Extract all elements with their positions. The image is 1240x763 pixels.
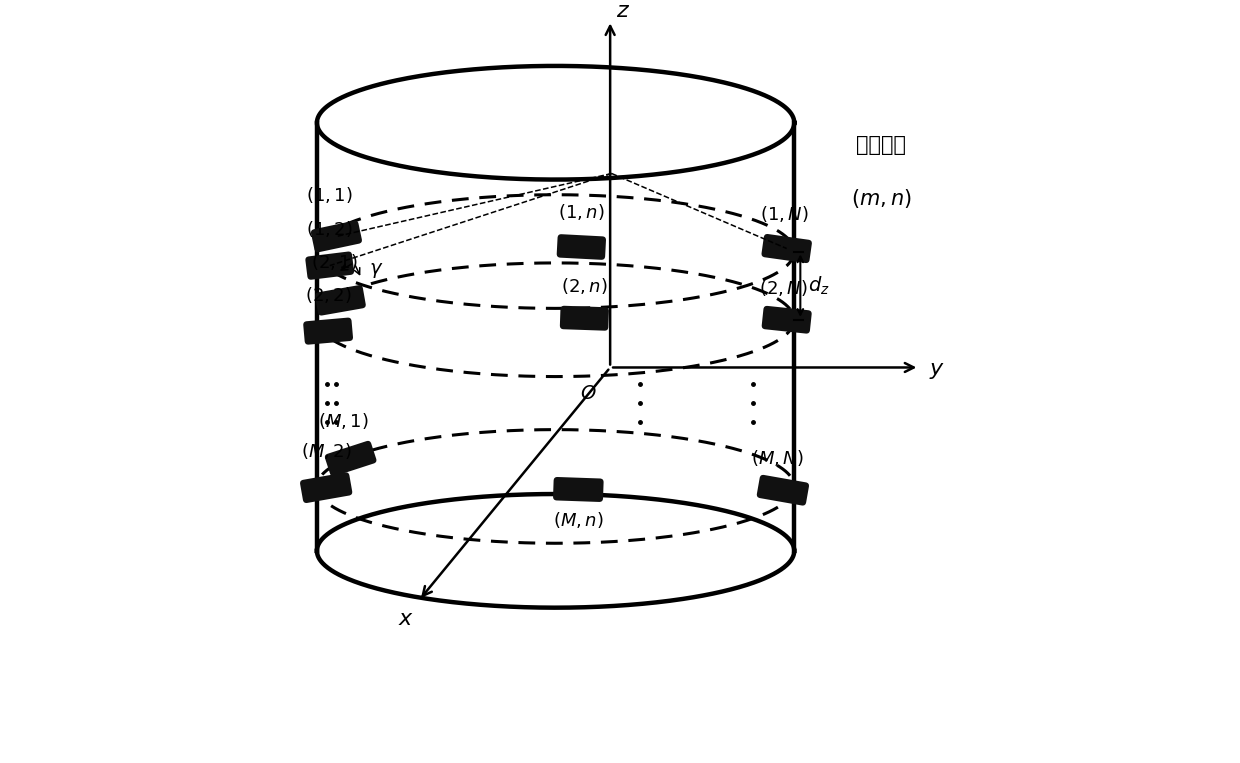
FancyBboxPatch shape — [325, 441, 377, 476]
Text: $(M,N)$: $(M,N)$ — [751, 448, 804, 468]
Text: $(1,2)$: $(1,2)$ — [306, 219, 353, 240]
Text: $(M,1)$: $(M,1)$ — [317, 410, 368, 431]
Text: $(1,N)$: $(1,N)$ — [760, 204, 808, 224]
FancyBboxPatch shape — [315, 285, 366, 316]
FancyBboxPatch shape — [311, 221, 362, 253]
Text: $x$: $x$ — [398, 609, 414, 629]
Text: $(1,n)$: $(1,n)$ — [558, 202, 605, 222]
Text: $(M,2)$: $(M,2)$ — [301, 441, 351, 462]
FancyBboxPatch shape — [557, 234, 606, 260]
FancyBboxPatch shape — [756, 475, 808, 506]
FancyBboxPatch shape — [305, 252, 355, 280]
Text: $(2,2)$: $(2,2)$ — [305, 285, 351, 304]
FancyBboxPatch shape — [553, 477, 604, 502]
FancyBboxPatch shape — [304, 317, 353, 345]
FancyBboxPatch shape — [300, 472, 352, 503]
Text: $\gamma$: $\gamma$ — [370, 262, 383, 281]
Text: $y$: $y$ — [929, 360, 945, 381]
FancyBboxPatch shape — [560, 306, 609, 330]
Text: $(M,n)$: $(M,n)$ — [553, 510, 604, 530]
Text: $(2,1)$: $(2,1)$ — [311, 253, 357, 272]
Text: $d_z$: $d_z$ — [808, 275, 830, 297]
Text: $(m,n)$: $(m,n)$ — [851, 187, 911, 210]
Text: $(2,N)$: $(2,N)$ — [759, 278, 807, 298]
Text: 阵元编号: 阵元编号 — [857, 136, 906, 156]
Text: $z$: $z$ — [616, 2, 630, 21]
Text: $O$: $O$ — [580, 384, 596, 403]
FancyBboxPatch shape — [761, 306, 812, 333]
Text: $(2,n)$: $(2,n)$ — [562, 276, 608, 296]
FancyBboxPatch shape — [761, 234, 812, 263]
Text: $(1,1)$: $(1,1)$ — [305, 185, 352, 204]
